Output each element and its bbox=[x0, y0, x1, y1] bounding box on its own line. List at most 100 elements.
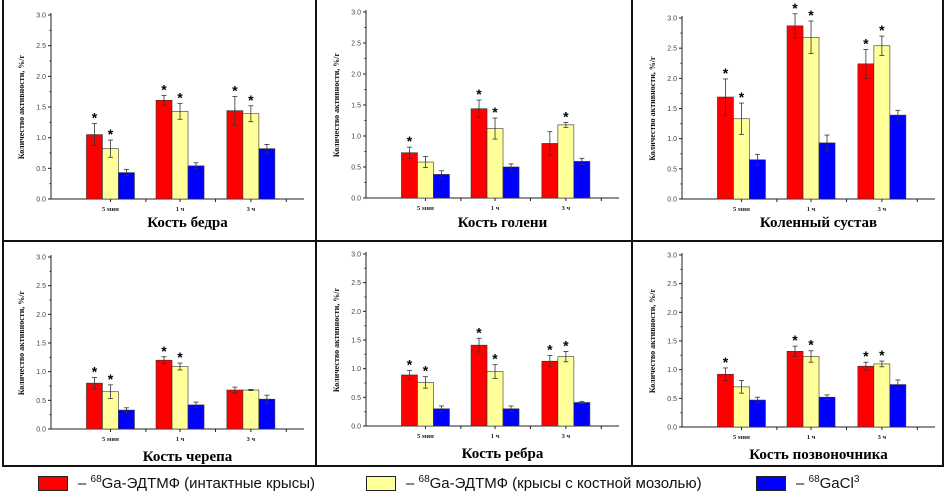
significance-star: * bbox=[723, 65, 729, 81]
x-tick-label: 5 мин bbox=[733, 206, 750, 213]
significance-star: * bbox=[161, 81, 167, 97]
significance-star: * bbox=[739, 89, 745, 105]
y-tick-label: 1.0 bbox=[36, 369, 46, 376]
y-tick-label: 3.0 bbox=[667, 16, 677, 23]
panel-divider bbox=[315, 0, 317, 465]
significance-star: * bbox=[563, 108, 569, 124]
y-tick-label: 0.5 bbox=[667, 166, 677, 173]
bar-intact bbox=[857, 63, 875, 200]
chart-panel: 0.0 0.5 1.0 1.5 2.0 2.5 3.0 Количество активнос… bbox=[635, 242, 944, 467]
x-tick-label: 1 ч bbox=[176, 206, 185, 213]
bar-gacl bbox=[502, 166, 520, 199]
bar-callus bbox=[802, 37, 820, 200]
bar-intact bbox=[857, 365, 875, 428]
legend-swatch-callus bbox=[366, 475, 396, 491]
chart-panel: 0.0 0.5 1.0 1.5 2.0 2.5 3.0 Количество активнос… bbox=[635, 0, 944, 240]
chart-svg: 0.0 0.5 1.0 1.5 2.0 2.5 3.0 Количество активнос… bbox=[332, 10, 619, 231]
x-tick-label: 3 ч bbox=[878, 206, 887, 213]
y-axis-label: Количество активности, %/г bbox=[648, 56, 657, 161]
bar-gacl bbox=[118, 409, 135, 430]
bar-gacl bbox=[818, 142, 836, 200]
bar-callus bbox=[557, 124, 575, 199]
y-tick-label: 2.5 bbox=[36, 43, 46, 50]
significance-star: * bbox=[808, 7, 814, 23]
bar-callus bbox=[171, 110, 189, 200]
chart-grid bbox=[2, 0, 944, 467]
y-axis-label: Количество активности, %/г bbox=[648, 288, 657, 393]
y-tick-label: 2.0 bbox=[36, 74, 46, 81]
panel-title: Кость позвоночника bbox=[749, 447, 888, 463]
significance-star: * bbox=[492, 351, 498, 367]
bar-callus bbox=[242, 389, 260, 430]
x-tick-label: 1 ч bbox=[176, 436, 185, 443]
legend-label-callus: – 68Ga-ЭДТМФ (крысы с костной мозолью) bbox=[406, 474, 702, 492]
chart-svg: 0.0 0.5 1.0 1.5 2.0 2.5 3.0 Количество активнос… bbox=[17, 255, 304, 465]
y-tick-label: 1.0 bbox=[667, 367, 677, 374]
y-tick-label: 2.5 bbox=[667, 46, 677, 53]
y-tick-label: 2.0 bbox=[351, 309, 361, 316]
x-tick-label: 1 ч bbox=[491, 433, 500, 440]
significance-star: * bbox=[92, 110, 98, 126]
bar-callus bbox=[417, 382, 434, 427]
y-tick-label: 1.0 bbox=[667, 136, 677, 143]
significance-star: * bbox=[177, 349, 183, 365]
bar-gacl bbox=[187, 404, 205, 430]
y-tick-label: 0.0 bbox=[36, 197, 46, 204]
y-tick-label: 3.0 bbox=[667, 253, 677, 260]
legend-item-callus: – 68Ga-ЭДТМФ (крысы с костной мозолью) bbox=[366, 474, 702, 492]
significance-star: * bbox=[863, 348, 869, 364]
y-tick-label: 0.5 bbox=[667, 396, 677, 403]
significance-star: * bbox=[723, 354, 729, 370]
bar-callus bbox=[557, 356, 575, 427]
x-tick-label: 3 ч bbox=[247, 206, 256, 213]
chart-svg: 0.0 0.5 1.0 1.5 2.0 2.5 3.0 Количество активнос… bbox=[17, 13, 304, 231]
panel-title: Коленный сустав bbox=[760, 215, 877, 231]
chart-panel: 0.0 0.5 1.0 1.5 2.0 2.5 3.0 Количество активнос… bbox=[319, 242, 630, 467]
y-tick-label: 3.0 bbox=[36, 255, 46, 262]
x-tick-label: 3 ч bbox=[247, 436, 256, 443]
y-tick-label: 2.0 bbox=[36, 312, 46, 319]
bar-intact bbox=[717, 373, 734, 428]
y-tick-label: 3.0 bbox=[351, 252, 361, 259]
bar-gacl bbox=[889, 114, 907, 200]
bar-intact bbox=[155, 99, 173, 200]
y-tick-label: 1.5 bbox=[36, 341, 46, 348]
x-tick-label: 1 ч bbox=[807, 434, 816, 441]
significance-star: * bbox=[879, 22, 885, 38]
significance-star: * bbox=[177, 89, 183, 105]
y-tick-label: 1.5 bbox=[351, 103, 361, 110]
y-tick-label: 0.0 bbox=[351, 424, 361, 431]
bar-gacl bbox=[573, 402, 591, 427]
significance-star: * bbox=[863, 35, 869, 51]
x-tick-label: 1 ч bbox=[491, 205, 500, 212]
bar-callus bbox=[873, 45, 891, 200]
x-tick-label: 5 мин bbox=[102, 206, 119, 213]
y-tick-label: 1.0 bbox=[351, 134, 361, 141]
x-tick-label: 5 мин bbox=[102, 436, 119, 443]
y-axis-label: Количество активности, %/г bbox=[332, 287, 341, 392]
panel-title: Кость черепа bbox=[143, 449, 233, 465]
bar-gacl bbox=[118, 172, 135, 200]
bar-intact bbox=[401, 374, 418, 427]
significance-star: * bbox=[108, 126, 114, 142]
x-tick-label: 3 ч bbox=[562, 433, 571, 440]
legend-swatch-intact bbox=[38, 475, 68, 491]
legend-label-intact: – 68Ga-ЭДТМФ (интактные крысы) bbox=[78, 474, 315, 492]
legend-item-intact: – 68Ga-ЭДТМФ (интактные крысы) bbox=[38, 474, 315, 492]
y-tick-label: 0.0 bbox=[36, 427, 46, 434]
y-tick-label: 1.0 bbox=[36, 135, 46, 142]
y-tick-label: 1.5 bbox=[36, 105, 46, 112]
significance-star: * bbox=[563, 337, 569, 353]
significance-star: * bbox=[423, 363, 429, 379]
y-tick-label: 2.0 bbox=[667, 76, 677, 83]
bar-gacl bbox=[818, 396, 836, 428]
y-tick-label: 0.5 bbox=[351, 395, 361, 402]
y-tick-label: 1.5 bbox=[351, 338, 361, 345]
y-tick-label: 0.5 bbox=[351, 165, 361, 172]
significance-star: * bbox=[232, 83, 238, 99]
bar-callus bbox=[171, 366, 189, 430]
x-tick-label: 3 ч bbox=[878, 434, 887, 441]
chart-svg: 0.0 0.5 1.0 1.5 2.0 2.5 3.0 Количество активнос… bbox=[332, 252, 619, 462]
bar-gacl bbox=[258, 148, 276, 200]
legend-swatch-gacl bbox=[756, 475, 786, 491]
